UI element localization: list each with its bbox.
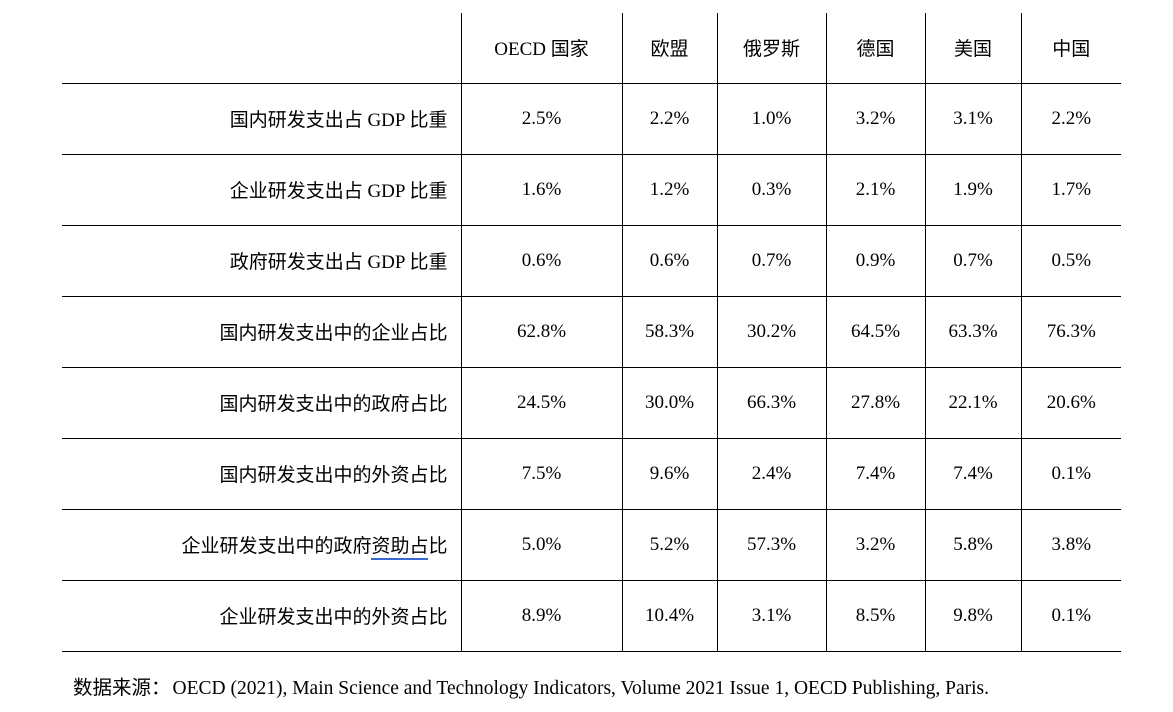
row-label-prefix: 企业研发支出中的政府 [181,536,372,557]
value-cell: 1.7% [1020,154,1121,226]
value-cell: 1.6% [460,154,622,226]
value-cell: 8.5% [825,580,925,652]
value-cell: 64.5% [825,296,925,368]
value-cell: 3.1% [924,83,1021,155]
value-cell: 2.5% [460,83,622,155]
value-cell: 0.7% [716,225,826,297]
row-label: 政府研发支出占 GDP 比重 [62,225,461,297]
corner-cell [62,13,461,84]
row-label: 企业研发支出占 GDP 比重 [62,154,461,226]
value-cell: 0.1% [1020,438,1121,510]
value-cell: 10.4% [621,580,717,652]
rnd-indicators-table: OECD 国家 欧盟 俄罗斯 德国 美国 中国 国内研发支出占 GDP 比重 2… [62,13,1121,652]
value-cell: 0.6% [621,225,717,297]
data-source-label: 数据来源： [73,678,171,699]
value-cell: 2.2% [621,83,717,155]
value-cell: 0.6% [460,225,622,297]
table-row: 国内研发支出占 GDP 比重 2.5% 2.2% 1.0% 3.2% 3.1% … [62,83,1121,155]
value-cell: 0.3% [716,154,826,226]
value-cell: 2.4% [716,438,826,510]
table-row: 企业研发支出中的政府资助占比 5.0% 5.2% 57.3% 3.2% 5.8%… [62,509,1121,581]
value-cell: 30.0% [621,367,717,439]
table-row: 政府研发支出占 GDP 比重 0.6% 0.6% 0.7% 0.9% 0.7% … [62,225,1121,297]
value-cell: 0.9% [825,225,925,297]
value-cell: 0.5% [1020,225,1121,297]
value-cell: 2.1% [825,154,925,226]
value-cell: 0.7% [924,225,1021,297]
value-cell: 58.3% [621,296,717,368]
value-cell: 3.8% [1020,509,1121,581]
value-cell: 7.4% [924,438,1021,510]
value-cell: 27.8% [825,367,925,439]
value-cell: 9.8% [924,580,1021,652]
value-cell: 63.3% [924,296,1021,368]
column-header-oecd: OECD 国家 [460,13,622,84]
row-label: 国内研发支出中的企业占比 [62,296,461,368]
value-cell: 3.2% [825,83,925,155]
value-cell: 20.6% [1020,367,1121,439]
table-row: 企业研发支出中的外资占比 8.9% 10.4% 3.1% 8.5% 9.8% 0… [62,580,1121,652]
value-cell: 7.4% [825,438,925,510]
value-cell: 62.8% [460,296,622,368]
value-cell: 5.2% [621,509,717,581]
row-label: 国内研发支出中的外资占比 [62,438,461,510]
value-cell: 1.2% [621,154,717,226]
column-header-china: 中国 [1020,13,1121,84]
value-cell: 0.1% [1020,580,1121,652]
column-header-russia: 俄罗斯 [716,13,826,84]
value-cell: 5.8% [924,509,1021,581]
value-cell: 3.2% [825,509,925,581]
row-label: 企业研发支出中的外资占比 [62,580,461,652]
row-label-suffix: 比 [428,536,448,557]
table-row: 国内研发支出中的外资占比 7.5% 9.6% 2.4% 7.4% 7.4% 0.… [62,438,1121,510]
value-cell: 24.5% [460,367,622,439]
data-source-text: OECD (2021), Main Science and Technology… [172,678,989,699]
table-row: 国内研发支出中的政府占比 24.5% 30.0% 66.3% 27.8% 22.… [62,367,1121,439]
spellcheck-underlined-text: 资助占 [371,536,429,560]
row-label: 国内研发支出中的政府占比 [62,367,461,439]
value-cell: 1.0% [716,83,826,155]
value-cell: 9.6% [621,438,717,510]
value-cell: 7.5% [460,438,622,510]
row-label: 企业研发支出中的政府资助占比 [62,509,461,581]
column-header-usa: 美国 [924,13,1021,84]
column-header-eu: 欧盟 [621,13,717,84]
table-row: 企业研发支出占 GDP 比重 1.6% 1.2% 0.3% 2.1% 1.9% … [62,154,1121,226]
table-row: 国内研发支出中的企业占比 62.8% 58.3% 30.2% 64.5% 63.… [62,296,1121,368]
rnd-indicators-table-container: OECD 国家 欧盟 俄罗斯 德国 美国 中国 国内研发支出占 GDP 比重 2… [62,13,1121,652]
value-cell: 57.3% [716,509,826,581]
value-cell: 76.3% [1020,296,1121,368]
value-cell: 66.3% [716,367,826,439]
value-cell: 2.2% [1020,83,1121,155]
column-header-germany: 德国 [825,13,925,84]
value-cell: 8.9% [460,580,622,652]
value-cell: 5.0% [460,509,622,581]
row-label: 国内研发支出占 GDP 比重 [62,83,461,155]
value-cell: 30.2% [716,296,826,368]
data-source-note: 数据来源： OECD (2021), Main Science and Techn… [73,671,989,700]
header-row: OECD 国家 欧盟 俄罗斯 德国 美国 中国 [62,13,1121,84]
value-cell: 22.1% [924,367,1021,439]
value-cell: 1.9% [924,154,1021,226]
value-cell: 3.1% [716,580,826,652]
